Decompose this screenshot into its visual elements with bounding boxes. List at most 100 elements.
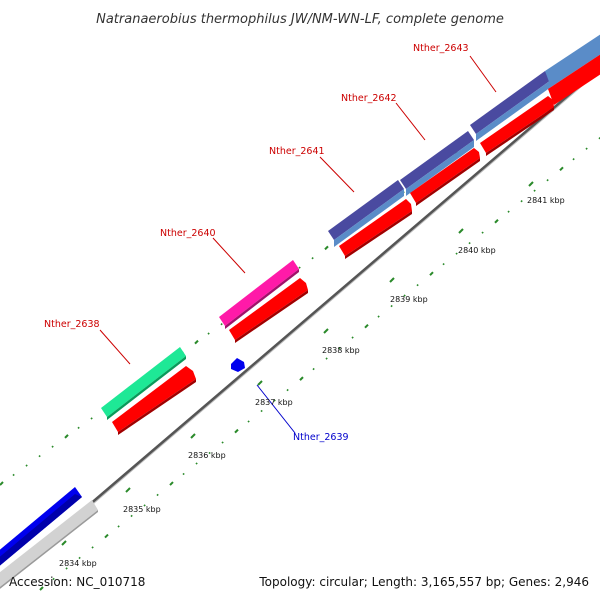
gene-label-nther-2641[interactable]: Nther_2641 (269, 146, 325, 157)
ruler-dot (25, 464, 28, 467)
ruler-dot (52, 577, 55, 581)
ruler-dot (234, 428, 239, 434)
gene-nther-2640[interactable] (219, 260, 299, 329)
ruler-dot (143, 504, 146, 507)
ruler-dot (78, 556, 81, 560)
tick-mark (528, 181, 534, 187)
gene-nther-2639[interactable] (231, 358, 245, 372)
gene-label-nther-2639[interactable]: Nther_2639 (293, 432, 349, 443)
tick-mark (389, 277, 395, 283)
gene-nther-2641[interactable] (328, 180, 404, 247)
tick-mark (458, 228, 464, 234)
topology-text: Topology: circular; Length: 3,165,557 bp… (258, 575, 589, 589)
tick-mark (61, 540, 67, 546)
ruler-dot (12, 473, 15, 477)
tick-label-2838: 2838 kbp (322, 346, 360, 355)
tick-label-2837: 2837 kbp (255, 398, 293, 407)
ruler-dot (520, 199, 523, 203)
gene-label-nther-2642[interactable]: Nther_2642 (341, 93, 397, 104)
tick-label-2835: 2835 kbp (123, 505, 161, 514)
ruler-dot (39, 586, 44, 591)
ruler-dot (90, 417, 93, 420)
cds-2640[interactable] (229, 278, 308, 343)
kbp-ticks: 2834 kbp 2835 kbp 2836 kbp 2837 kbp 2838… (59, 181, 565, 568)
ruler-dot (572, 158, 575, 161)
ruler-dot (207, 332, 210, 335)
tick-mark (323, 328, 329, 334)
ruler-dot (585, 147, 588, 150)
gene-label-nther-2640[interactable]: Nther_2640 (160, 228, 216, 239)
ruler-dot (468, 241, 471, 245)
tick-mark (125, 487, 131, 493)
ruler-dot (546, 179, 549, 182)
ruler-dot (195, 462, 198, 465)
ruler-dot (156, 493, 159, 497)
ruler-dot (429, 271, 434, 276)
ruler-dot (377, 315, 380, 318)
ruler-dot (0, 481, 4, 486)
ruler-dot (77, 426, 80, 430)
ruler-dot (208, 451, 211, 455)
ruler-dot (220, 323, 223, 326)
cds-2642[interactable] (410, 148, 480, 206)
ruler-dot (194, 339, 199, 345)
ruler-dot (169, 481, 174, 486)
tick-label-2840: 2840 kbp (458, 246, 496, 255)
tick-label-2839: 2839 kbp (390, 295, 428, 304)
gene-leaders (99, 55, 497, 434)
gene-nther-2642[interactable] (400, 131, 474, 196)
tick-mark (257, 380, 263, 386)
tick-label-2836: 2836 kbp (188, 451, 226, 460)
ruler-dot (324, 245, 329, 251)
tick-label-2841: 2841 kbp (527, 196, 565, 205)
ruler-dot (351, 336, 354, 339)
ruler-dot (533, 189, 536, 192)
ruler-dot (64, 434, 69, 439)
ruler-dot (182, 472, 185, 476)
ruler-dot (364, 323, 369, 329)
ruler-dot (117, 525, 120, 528)
ruler-dot (298, 266, 301, 269)
ruler-dot (104, 533, 109, 539)
tick-mark (190, 433, 196, 439)
ruler-dot (91, 546, 94, 549)
tick-label-2834: 2834 kbp (59, 559, 97, 568)
ruler-dot (260, 409, 263, 413)
cds-2641[interactable] (339, 199, 412, 259)
ruler-dot (299, 376, 304, 381)
ruler-dot (442, 262, 445, 266)
ruler-dot (455, 252, 458, 255)
feature-blue-left[interactable] (0, 487, 82, 568)
ruler-dot (338, 346, 341, 350)
gene-nther-2643[interactable] (470, 28, 600, 141)
ruler-dot (51, 445, 54, 448)
genome-title: Natranaerobius thermophilus JW/NM-WN-LF,… (96, 12, 504, 27)
gene-label-nther-2638[interactable]: Nther_2638 (44, 319, 100, 330)
feature-grey-left[interactable] (0, 500, 98, 592)
ruler-dot (416, 283, 419, 287)
ruler-dot (38, 454, 41, 458)
ruler-dot (312, 367, 315, 371)
cds-track (112, 48, 600, 435)
ruler-dot (481, 231, 484, 234)
accession-text: Accession: NC_010718 (9, 575, 145, 589)
ruler-dot (559, 166, 564, 171)
gene-nther-2638[interactable] (101, 347, 186, 420)
ruler-dot (311, 257, 314, 260)
ruler-dot (286, 388, 289, 392)
ruler-dot (507, 210, 510, 213)
ruler-dot (247, 420, 250, 423)
cds-2643[interactable] (480, 48, 600, 156)
ruler-dot (221, 441, 224, 444)
ruler-dot (494, 219, 499, 224)
ruler-dot (403, 294, 406, 297)
ruler-dot (325, 357, 328, 360)
ruler-dot (273, 399, 276, 402)
ruler-dot (390, 304, 393, 308)
gene-labels: Nther_2638 Nther_2639 Nther_2640 Nther_2… (44, 43, 469, 443)
gene-label-nther-2643[interactable]: Nther_2643 (413, 43, 469, 54)
cds-2638[interactable] (112, 366, 196, 435)
ruler-dot (130, 514, 133, 518)
ruler-dot (65, 567, 68, 570)
